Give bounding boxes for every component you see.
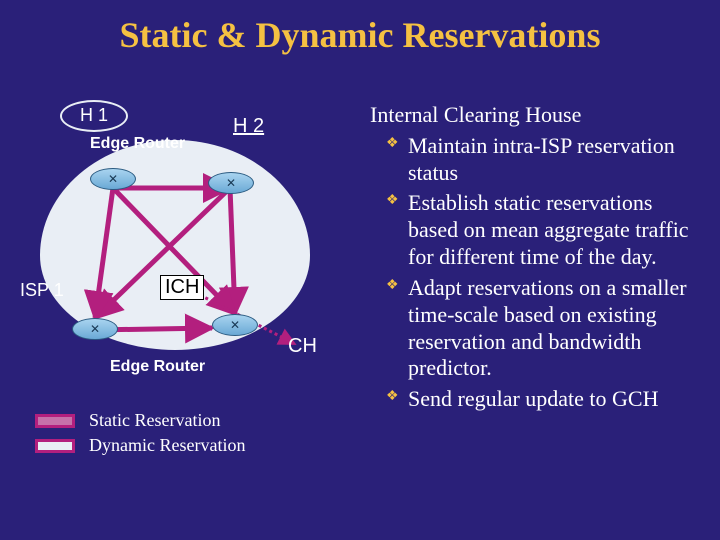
legend-static: Static Reservation [35,410,245,431]
legend-dynamic: Dynamic Reservation [35,435,245,456]
router-bottom-right [212,314,258,336]
bullet-list: Maintain intra-ISP reservation statusEst… [370,133,700,413]
isp1-label: ISP 1 [20,280,64,301]
router-top-right [208,172,254,194]
router-top-left [90,168,136,190]
router-bottom-left [72,318,118,340]
legend-dynamic-label: Dynamic Reservation [89,435,245,456]
legend-dynamic-swatch [35,439,75,453]
bullet-item: Maintain intra-ISP reservation status [390,133,700,187]
text-content: Internal Clearing House Maintain intra-I… [370,102,700,417]
bullet-item: Establish static reservations based on m… [390,190,700,270]
ich-box: ICH [160,275,204,300]
bullet-item: Adapt reservations on a smaller time-sca… [390,275,700,382]
slide-title: Static & Dynamic Reservations [0,14,720,56]
ch-label: CH [288,335,317,358]
legend-static-label: Static Reservation [89,410,220,431]
legend-static-swatch [35,414,75,428]
network-diagram: H 1 H 2 Edge Router ISP 1 ICH Edge Route… [30,100,350,430]
edge-router-label-bottom: Edge Router [110,358,205,376]
bullet-item: Send regular update to GCH [390,386,700,413]
host-h1: H 1 [60,100,128,132]
text-heading: Internal Clearing House [370,102,700,129]
legend: Static Reservation Dynamic Reservation [35,410,245,460]
edge-router-label-top: Edge Router [90,135,185,153]
host-h2: H 2 [233,115,264,138]
